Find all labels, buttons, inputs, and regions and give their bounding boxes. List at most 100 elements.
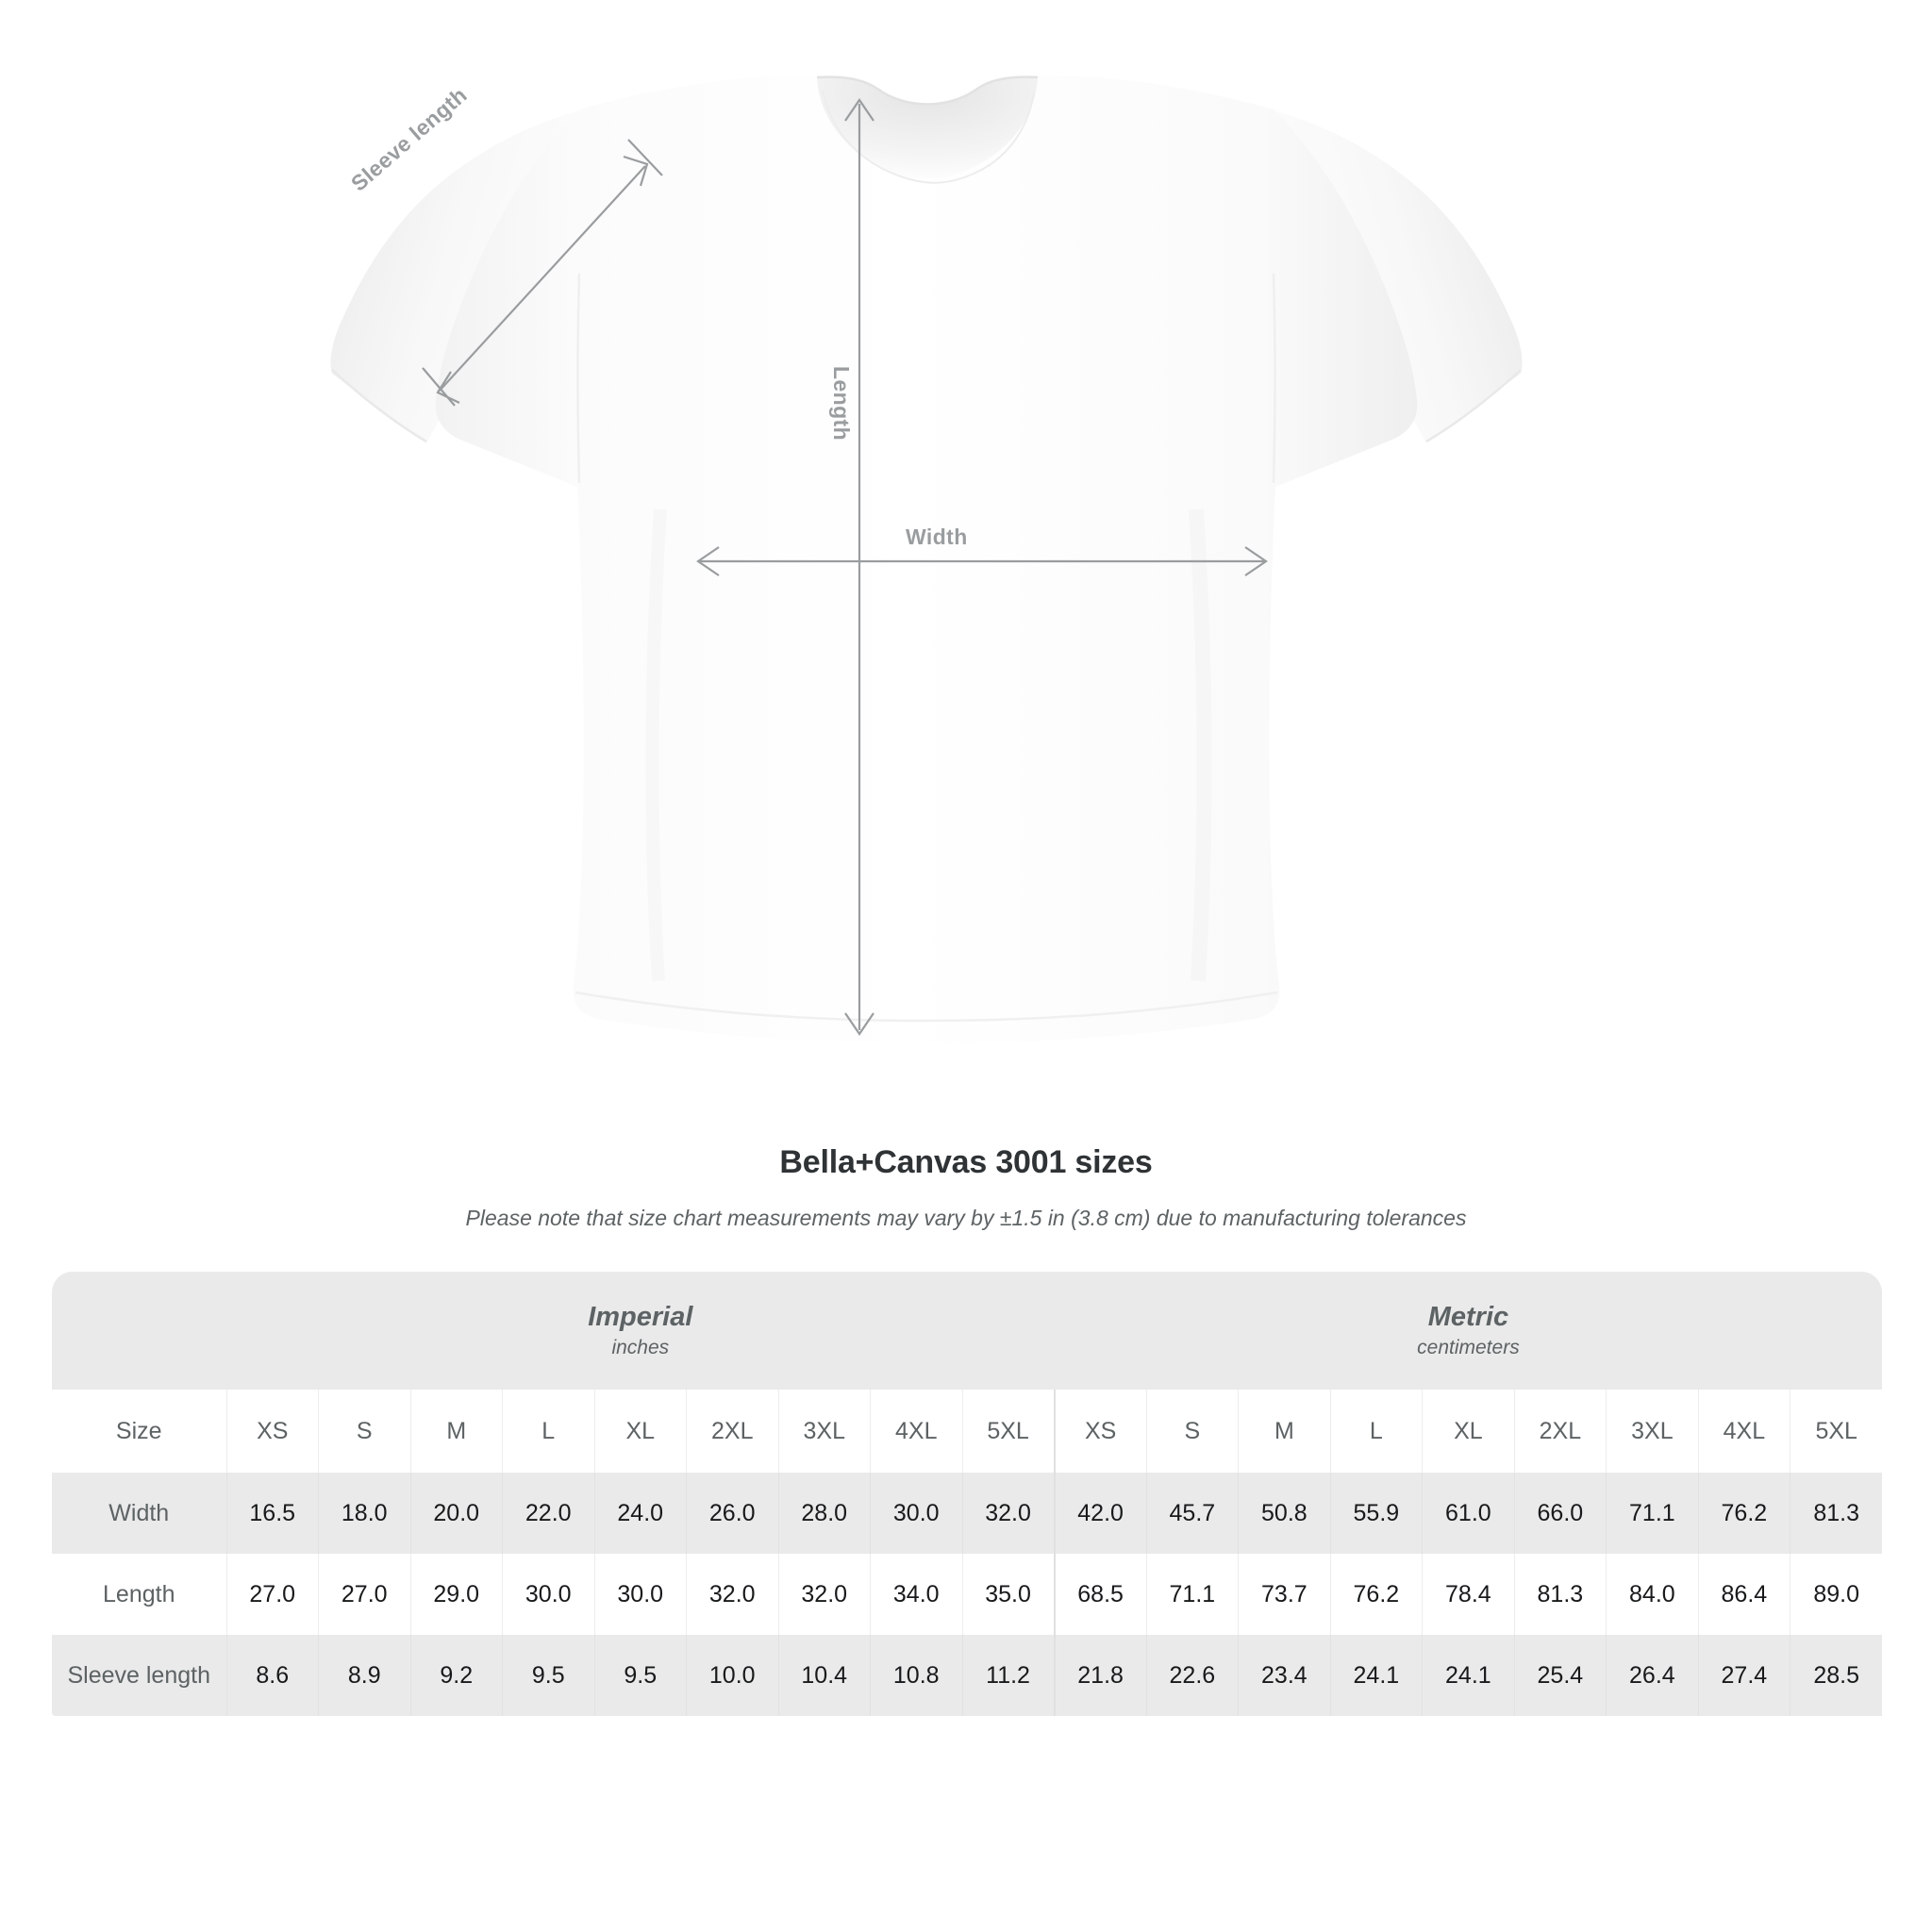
cell-sleeve-length-imperial-s: 8.9 <box>318 1635 410 1716</box>
size-chart-table: Imperial inches Metric centimeters Size XS S M L… <box>52 1272 1883 1716</box>
size-chart-table-wrapper: Imperial inches Metric centimeters Size XS S M L… <box>52 1272 1883 1716</box>
cell-sleeve-length-metric-2xl: 25.4 <box>1513 1635 1607 1716</box>
cell-length-imperial-2xl: 32.0 <box>686 1554 778 1635</box>
unit-sub-metric: centimeters <box>1417 1336 1520 1358</box>
size-header-metric-2xl: 2XL <box>1513 1390 1607 1473</box>
size-header-imperial-m: M <box>409 1390 503 1473</box>
tshirt-illustration-svg <box>330 75 1523 1043</box>
cell-length-imperial-s: 27.0 <box>318 1554 410 1635</box>
table-row: Width 16.5 18.0 20.0 22.0 24.0 26.0 28.0 30.0 32.… <box>52 1473 1883 1554</box>
cell-length-metric-l: 76.2 <box>1329 1554 1423 1635</box>
cell-width-metric-l: 55.9 <box>1329 1473 1423 1554</box>
size-header-imperial-2xl: 2XL <box>686 1390 778 1473</box>
cell-width-imperial-s: 18.0 <box>318 1473 410 1554</box>
size-header-metric-3xl: 3XL <box>1606 1390 1699 1473</box>
size-header-imperial-l: L <box>502 1390 594 1473</box>
size-row-label: Size <box>52 1390 226 1473</box>
tshirt-diagram: Sleeve length Length Width <box>330 75 1523 1043</box>
cell-width-metric-xs: 42.0 <box>1053 1473 1147 1554</box>
cell-length-metric-xs: 68.5 <box>1053 1554 1147 1635</box>
size-header-row: Size XS S M L XL 2XL 3XL 4XL 5XL XS S M L XL 2XL 3XL 4XL 5… <box>52 1390 1883 1473</box>
size-header-imperial-xl: XL <box>593 1390 687 1473</box>
table-row: Sleeve length 8.6 8.9 9.2 9.5 9.5 10.0 10.4 10.8… <box>52 1635 1883 1716</box>
row-label-length: Length <box>52 1554 226 1635</box>
page-title: Bella+Canvas 3001 sizes <box>779 1144 1153 1180</box>
cell-width-imperial-l: 22.0 <box>502 1473 594 1554</box>
cell-length-metric-s: 71.1 <box>1145 1554 1239 1635</box>
cell-sleeve-length-imperial-2xl: 10.0 <box>686 1635 778 1716</box>
cell-sleeve-length-metric-3xl: 26.4 <box>1606 1635 1699 1716</box>
cell-sleeve-length-imperial-xl: 9.5 <box>593 1635 687 1716</box>
cell-length-imperial-3xl: 32.0 <box>777 1554 871 1635</box>
cell-length-imperial-4xl: 34.0 <box>870 1554 962 1635</box>
cell-width-imperial-m: 20.0 <box>409 1473 503 1554</box>
cell-width-metric-3xl: 71.1 <box>1606 1473 1699 1554</box>
cell-sleeve-length-imperial-xs: 8.6 <box>225 1635 319 1716</box>
cell-width-metric-xl: 61.0 <box>1422 1473 1515 1554</box>
cell-width-imperial-xs: 16.5 <box>225 1473 319 1554</box>
cell-length-metric-3xl: 84.0 <box>1606 1554 1699 1635</box>
cell-length-metric-5xl: 89.0 <box>1790 1554 1883 1635</box>
row-label-sleeve-length: Sleeve length <box>52 1635 226 1716</box>
cell-length-imperial-xl: 30.0 <box>593 1554 687 1635</box>
size-header-imperial-3xl: 3XL <box>777 1390 871 1473</box>
unit-name-imperial: Imperial <box>588 1302 693 1333</box>
length-arrow <box>844 98 874 1036</box>
cell-sleeve-length-imperial-5xl: 11.2 <box>961 1635 1055 1716</box>
width-annotation-label: Width <box>906 525 968 549</box>
size-header-imperial-4xl: 4XL <box>870 1390 962 1473</box>
cell-sleeve-length-imperial-3xl: 10.4 <box>777 1635 871 1716</box>
cell-width-imperial-2xl: 26.0 <box>686 1473 778 1554</box>
cell-width-metric-2xl: 66.0 <box>1513 1473 1607 1554</box>
cell-sleeve-length-imperial-4xl: 10.8 <box>870 1635 962 1716</box>
unit-header-spacer <box>52 1272 226 1390</box>
unit-header-imperial: Imperial inches <box>226 1272 1055 1390</box>
table-row: Length 27.0 27.0 29.0 30.0 30.0 32.0 32.0 34.0 35… <box>52 1554 1883 1635</box>
sleeve-length-arrow <box>422 139 663 407</box>
size-header-imperial-5xl: 5XL <box>961 1390 1055 1473</box>
cell-width-metric-4xl: 76.2 <box>1697 1473 1790 1554</box>
cell-length-imperial-l: 30.0 <box>502 1554 594 1635</box>
page-subtitle: Please note that size chart measurements… <box>465 1206 1467 1230</box>
cell-sleeve-length-metric-xl: 24.1 <box>1422 1635 1515 1716</box>
cell-length-metric-m: 73.7 <box>1238 1554 1331 1635</box>
size-header-metric-4xl: 4XL <box>1697 1390 1790 1473</box>
cell-width-metric-5xl: 81.3 <box>1790 1473 1883 1554</box>
size-header-imperial-s: S <box>318 1390 410 1473</box>
cell-length-imperial-xs: 27.0 <box>225 1554 319 1635</box>
cell-width-imperial-xl: 24.0 <box>593 1473 687 1554</box>
width-arrow <box>696 546 1268 576</box>
cell-sleeve-length-metric-m: 23.4 <box>1238 1635 1331 1716</box>
unit-header-metric: Metric centimeters <box>1054 1272 1883 1390</box>
cell-sleeve-length-imperial-m: 9.2 <box>409 1635 503 1716</box>
cell-length-metric-4xl: 86.4 <box>1697 1554 1790 1635</box>
cell-sleeve-length-metric-l: 24.1 <box>1329 1635 1423 1716</box>
measurement-lines <box>422 98 1268 1036</box>
unit-name-metric: Metric <box>1427 1302 1509 1333</box>
cell-width-metric-s: 45.7 <box>1145 1473 1239 1554</box>
cell-width-imperial-3xl: 28.0 <box>777 1473 871 1554</box>
cell-sleeve-length-metric-s: 22.6 <box>1145 1635 1239 1716</box>
cell-length-imperial-5xl: 35.0 <box>961 1554 1055 1635</box>
length-annotation-label: Length <box>829 366 854 441</box>
cell-length-metric-xl: 78.4 <box>1422 1554 1515 1635</box>
cell-sleeve-length-metric-xs: 21.8 <box>1053 1635 1147 1716</box>
size-header-imperial-xs: XS <box>225 1390 319 1473</box>
cell-sleeve-length-imperial-l: 9.5 <box>502 1635 594 1716</box>
unit-sub-imperial: inches <box>611 1336 670 1358</box>
cell-length-imperial-m: 29.0 <box>409 1554 503 1635</box>
cell-length-metric-2xl: 81.3 <box>1513 1554 1607 1635</box>
size-header-metric-m: M <box>1238 1390 1331 1473</box>
cell-width-imperial-5xl: 32.0 <box>961 1473 1055 1554</box>
row-label-width: Width <box>52 1473 226 1554</box>
unit-header-row: Imperial inches Metric centimeters <box>52 1272 1883 1390</box>
tshirt-shape <box>330 75 1523 1043</box>
cell-width-metric-m: 50.8 <box>1238 1473 1331 1554</box>
size-header-metric-5xl: 5XL <box>1790 1390 1883 1473</box>
size-header-metric-l: L <box>1329 1390 1423 1473</box>
size-header-metric-xs: XS <box>1053 1390 1147 1473</box>
cell-width-imperial-4xl: 30.0 <box>870 1473 962 1554</box>
cell-sleeve-length-metric-4xl: 27.4 <box>1697 1635 1790 1716</box>
size-header-metric-s: S <box>1145 1390 1239 1473</box>
